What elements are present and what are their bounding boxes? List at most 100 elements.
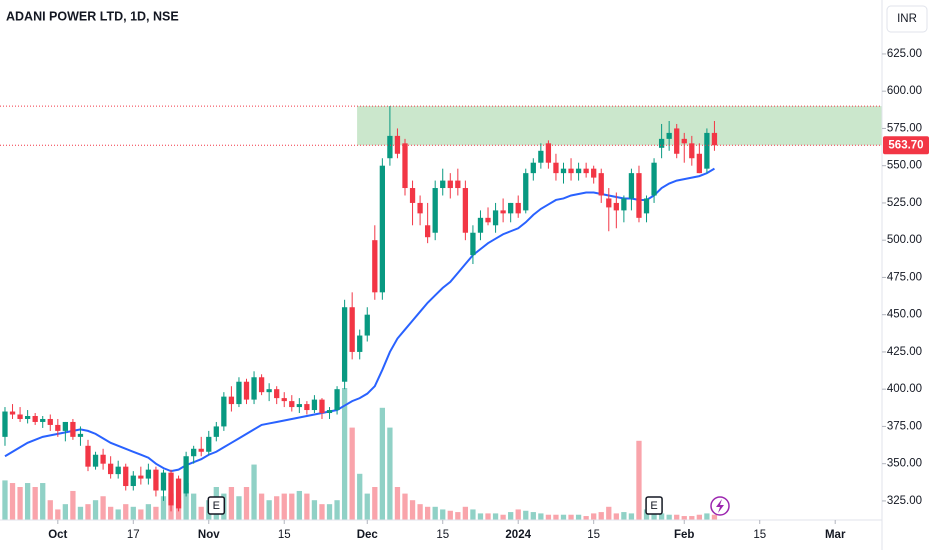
candle-body [492, 210, 499, 226]
volume-bar [349, 427, 355, 520]
volume-bar [266, 500, 272, 520]
candle-body [545, 143, 552, 163]
candle-body [304, 404, 310, 411]
candle-body [409, 188, 416, 203]
volume-bar [243, 487, 250, 520]
candle-body [379, 165, 385, 293]
volume-bar [606, 506, 612, 520]
candle-body [538, 150, 544, 163]
currency-box[interactable] [886, 5, 928, 33]
candle-body [326, 410, 333, 414]
volume-bar [643, 509, 650, 520]
volume-bar [311, 500, 318, 520]
candle-body [598, 173, 604, 196]
volume-bar [70, 490, 76, 520]
candle-body [85, 445, 91, 467]
x-tick-label: 15 [436, 529, 449, 541]
candle-body [206, 436, 212, 452]
candle-body [651, 162, 657, 196]
volume-bar [9, 483, 16, 520]
candle-body [341, 307, 348, 382]
candle-body [281, 398, 287, 402]
candle-body [274, 389, 280, 399]
volume-bar [621, 512, 627, 520]
candle-body [289, 401, 295, 408]
volume-bar [424, 506, 431, 520]
volume-bar [115, 509, 121, 520]
volume-bar [198, 506, 204, 520]
candle-body [32, 416, 38, 422]
candle-body [168, 472, 174, 506]
volume-bar [515, 509, 521, 520]
event-label: E [650, 500, 657, 512]
candle-body [500, 210, 506, 214]
candle-body [696, 153, 702, 174]
volume-bar [304, 493, 310, 520]
volume-bar [145, 504, 152, 520]
currency[interactable]: INR [897, 13, 917, 25]
volume-bar [402, 493, 408, 520]
y-tick-label: 500.00 [887, 234, 922, 246]
volume-bar [583, 516, 589, 520]
candle-body [364, 314, 370, 336]
candle-body [228, 396, 235, 405]
candle-body [145, 469, 152, 479]
candle-body [666, 132, 672, 139]
candle-body [621, 198, 627, 211]
y-tick-label: 450.00 [887, 309, 922, 321]
candle-body [221, 396, 227, 427]
volume-bar [123, 504, 129, 520]
candle-body [674, 128, 680, 154]
y-tick-label: 525.00 [887, 197, 922, 209]
volume-bar [447, 510, 453, 520]
volume-bar [711, 514, 718, 520]
volume-bar [319, 504, 325, 520]
candle-body [319, 399, 325, 414]
candle-body [681, 138, 687, 144]
candle-body [402, 143, 408, 189]
event-marker [645, 496, 663, 515]
volume-bar [296, 490, 302, 520]
candle-body [485, 217, 491, 223]
candle-body [613, 202, 619, 211]
candle-body [251, 377, 257, 400]
volume-bar [485, 513, 491, 520]
candle-body [440, 180, 446, 189]
x-tick-label: Feb [674, 529, 694, 541]
candle-body [130, 475, 136, 487]
candle-body [62, 421, 69, 431]
candle-body [77, 433, 84, 437]
candle-body [311, 399, 318, 411]
volume-bar [523, 510, 529, 520]
x-tick-label: 2024 [505, 529, 531, 541]
x-tick-label: 15 [278, 529, 291, 541]
candle-body [628, 173, 635, 199]
lightning-icon[interactable] [710, 496, 730, 516]
candle-body [636, 173, 642, 218]
candle-body [432, 188, 438, 233]
candle-body [153, 469, 159, 491]
event-marker [207, 496, 226, 515]
candle-body [523, 173, 529, 211]
volume-bar [289, 493, 295, 520]
candle-body [2, 411, 8, 437]
candle-body [115, 466, 121, 475]
x-tick-label: Mar [825, 529, 846, 541]
y-tick-label: 575.00 [887, 122, 922, 134]
volume-bar [492, 513, 499, 520]
x-tick-label: Oct [48, 529, 67, 541]
candle-body [515, 202, 521, 214]
y-tick-label: 400.00 [887, 383, 922, 395]
candle-body [243, 381, 250, 400]
y-tick-label: 600.00 [887, 85, 922, 97]
volume-bar [417, 504, 423, 520]
volume-bar [500, 514, 506, 520]
candle-body [40, 418, 46, 422]
candle-body [92, 454, 99, 467]
candle-body [583, 168, 589, 174]
candle-body [349, 307, 355, 352]
y-tick-label: 325.00 [887, 495, 922, 507]
volume-bar [62, 504, 69, 520]
candle-body [258, 377, 265, 393]
